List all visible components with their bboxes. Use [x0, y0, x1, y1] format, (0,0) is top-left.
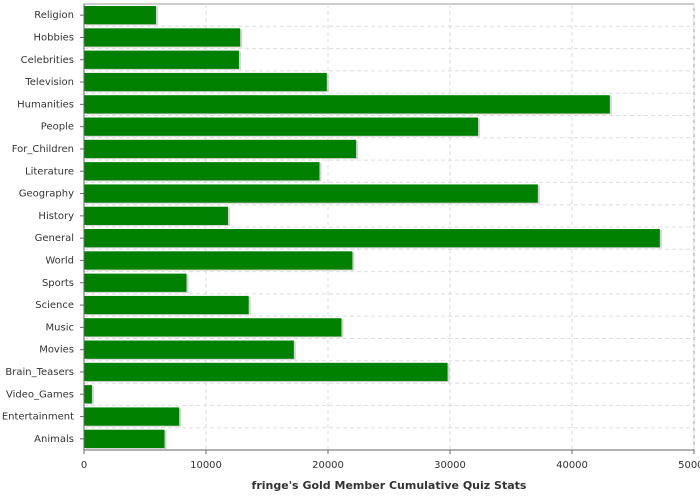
x-tick-label: 0	[81, 460, 87, 471]
y-tick-label: World	[45, 255, 74, 266]
bar	[84, 429, 165, 448]
bar	[84, 385, 92, 404]
bar	[84, 139, 357, 159]
bar	[84, 28, 241, 47]
bar	[84, 6, 156, 25]
bar	[84, 162, 320, 181]
y-tick-label: Literature	[25, 166, 74, 177]
x-tick-label: 30000	[434, 460, 466, 471]
bar	[84, 318, 342, 337]
bar	[84, 407, 180, 426]
x-axis-title: fringe's Gold Member Cumulative Quiz Sta…	[252, 479, 527, 492]
y-tick-label: Religion	[34, 10, 74, 21]
y-tick-label: Video_Games	[6, 389, 74, 400]
y-tick-label: Humanities	[17, 99, 74, 110]
bar	[84, 362, 448, 382]
y-tick-label: Movies	[39, 345, 74, 356]
bar	[84, 72, 327, 92]
y-tick-label: Entertainment	[2, 412, 74, 423]
bar	[84, 229, 660, 248]
bar	[84, 273, 187, 292]
bar	[84, 206, 228, 225]
bar	[84, 117, 479, 136]
y-tick-label: Brain_Teasers	[5, 367, 74, 378]
x-tick-label: 50000	[678, 460, 700, 471]
y-tick-label: Animals	[34, 434, 74, 445]
x-tick-label: 10000	[190, 460, 222, 471]
y-tick-label: History	[38, 211, 74, 222]
y-tick-label: General	[35, 233, 74, 244]
y-tick-label: For_Children	[12, 144, 74, 155]
y-tick-label: Sports	[42, 278, 74, 289]
y-tick-label: Music	[46, 322, 74, 333]
bar	[84, 340, 294, 359]
y-tick-label: Hobbies	[34, 32, 74, 43]
bar	[84, 251, 353, 270]
y-tick-label: People	[41, 122, 74, 133]
x-tick-label: 20000	[312, 460, 344, 471]
y-tick-label: Television	[24, 77, 74, 88]
bar	[84, 95, 610, 114]
y-tick-label: Geography	[19, 189, 74, 200]
bar	[84, 50, 239, 69]
y-tick-label: Science	[35, 300, 74, 311]
bar	[84, 184, 538, 203]
x-tick-label: 40000	[556, 460, 588, 471]
y-tick-label: Celebrities	[21, 55, 74, 66]
bar	[84, 295, 249, 315]
